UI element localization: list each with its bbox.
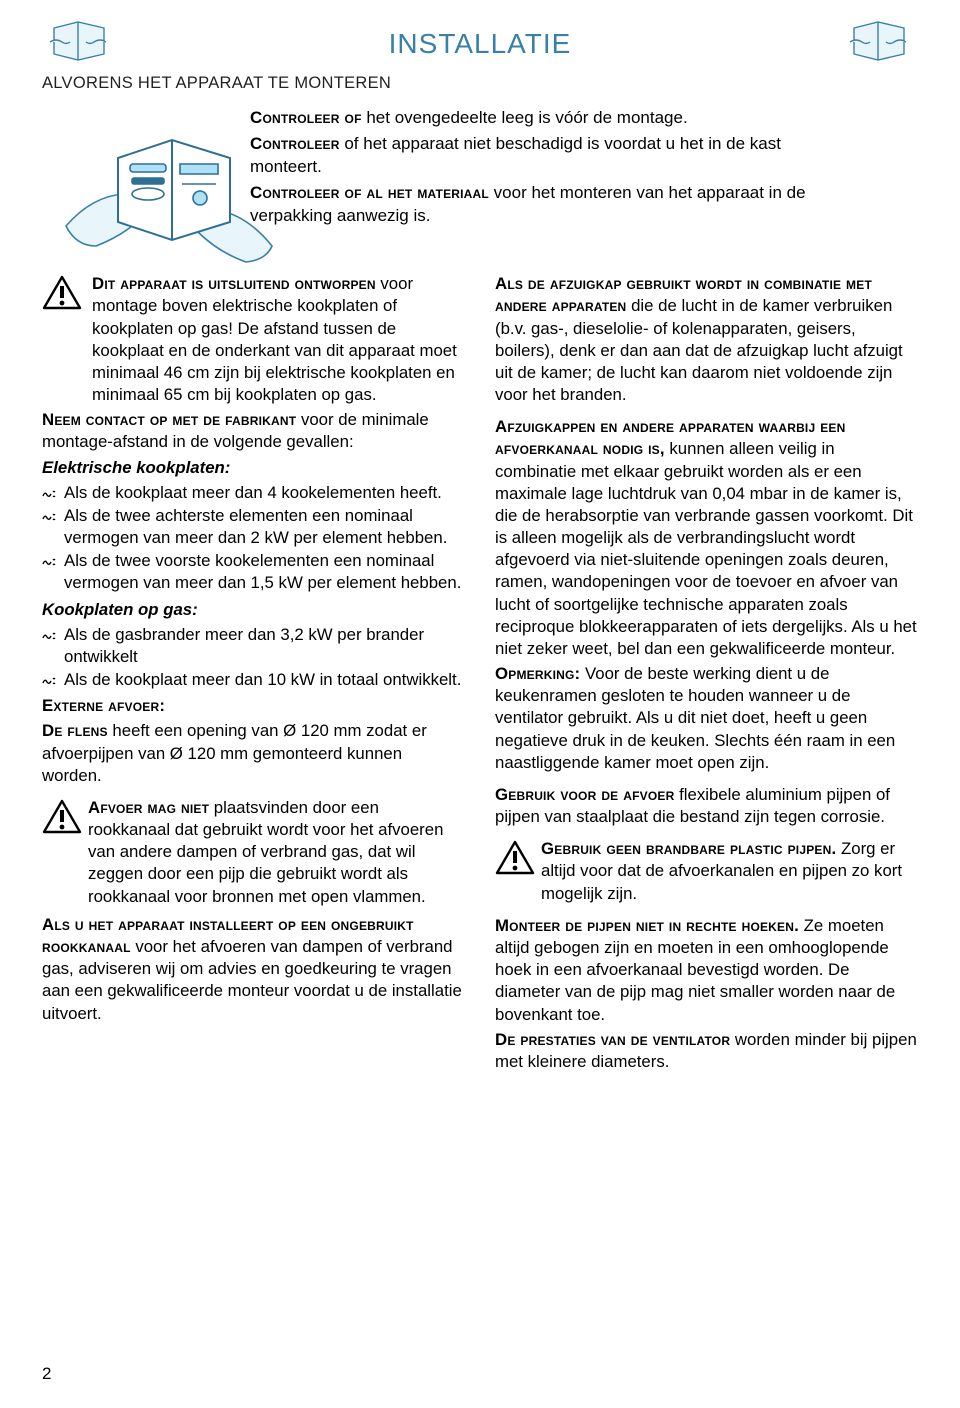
gas-head: Kookplaten op gas: bbox=[42, 599, 465, 621]
hoeken-lead: Monteer de pijpen niet in rechte hoeken. bbox=[495, 916, 799, 935]
intro-paragraphs: Controleer of het ovengedeelte leeg is v… bbox=[250, 107, 830, 227]
list-item: Als de twee voorste kookelementen een no… bbox=[64, 550, 465, 594]
warning-icon bbox=[42, 799, 82, 835]
list-item: Als de kookplaat meer dan 10 kW in totaa… bbox=[64, 669, 465, 691]
contact-lead: Neem contact op met de fabrikant bbox=[42, 410, 296, 429]
elec-list: Als de kookplaat meer dan 4 kookelemente… bbox=[42, 482, 465, 595]
right-column: Als de afzuigkap gebruikt wordt in combi… bbox=[495, 273, 918, 1076]
two-column-body: Dit apparaat is uitsluitend ontworpen vo… bbox=[42, 273, 918, 1076]
warning-distance: Dit apparaat is uitsluitend ontworpen vo… bbox=[42, 273, 465, 406]
afvoer-lead: Afvoer mag niet bbox=[88, 798, 209, 817]
page-title: INSTALLATIE bbox=[42, 28, 918, 60]
list-item: Als de gasbrander meer dan 3,2 kW per br… bbox=[64, 624, 465, 668]
warn1-lead: Dit apparaat is uitsluitend ontworpen bbox=[92, 274, 376, 293]
left-column: Dit apparaat is uitsluitend ontworpen vo… bbox=[42, 273, 465, 1076]
gebruik-lead: Gebruik voor de afvoer bbox=[495, 785, 674, 804]
gas-list: Als de gasbrander meer dan 3,2 kW per br… bbox=[42, 624, 465, 692]
brandbaar-lead: Gebruik geen brandbare plastic pijpen. bbox=[541, 839, 836, 858]
opmerking-lead: Opmerking: bbox=[495, 664, 580, 683]
toolbox-illustration bbox=[62, 106, 276, 286]
kanaal-rest: kunnen alleen veilig in combinatie met e… bbox=[495, 439, 917, 658]
flens-lead: De flens bbox=[42, 721, 108, 740]
warning-plastic: Gebruik geen brandbare plastic pijpen. Z… bbox=[495, 838, 918, 905]
list-item: Als de twee achterste elementen een nomi… bbox=[64, 505, 465, 549]
intro-p3-lead: Controleer of al het materiaal bbox=[250, 183, 489, 202]
intro-p1-rest: het ovengedeelte leeg is vóór de montage… bbox=[362, 108, 688, 127]
section-subheading: ALVORENS HET APPARAAT TE MONTEREN bbox=[42, 74, 918, 93]
warning-icon bbox=[495, 840, 535, 876]
list-item: Als de kookplaat meer dan 4 kookelemente… bbox=[64, 482, 465, 504]
externe-head: Externe afvoer: bbox=[42, 696, 165, 715]
prestaties-lead: De prestaties van de ventilator bbox=[495, 1030, 730, 1049]
elec-head: Elektrische kookplaten: bbox=[42, 457, 465, 479]
page-number: 2 bbox=[42, 1364, 51, 1384]
warn1-rest: voor montage boven elektrische kookplate… bbox=[92, 274, 457, 404]
warning-afvoer: Afvoer mag niet plaatsvinden door een ro… bbox=[42, 797, 465, 908]
warning-icon bbox=[42, 275, 82, 311]
